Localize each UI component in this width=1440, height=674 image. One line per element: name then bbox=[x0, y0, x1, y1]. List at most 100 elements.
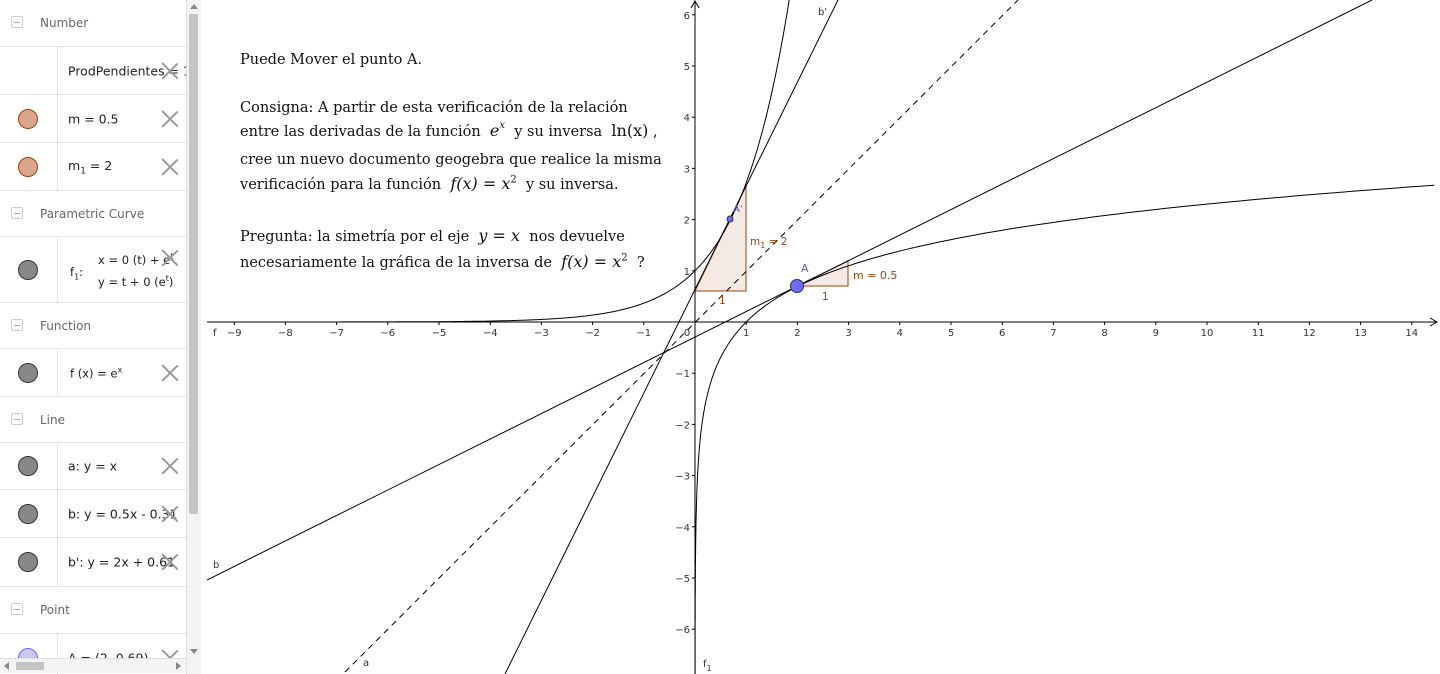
delete-icon[interactable] bbox=[161, 249, 179, 267]
algebra-item-m1[interactable]: m1 = 2 bbox=[0, 143, 186, 191]
delete-icon[interactable] bbox=[161, 364, 179, 382]
fx-text: f(x) = x bbox=[450, 174, 511, 193]
visibility-toggle[interactable] bbox=[18, 156, 38, 177]
algebra-item-m[interactable]: m = 0.5 bbox=[0, 95, 186, 143]
label-slope-m: m = 0.5 bbox=[853, 269, 897, 282]
algebra-item-a[interactable]: a: y = x bbox=[0, 443, 186, 490]
text-move-point: Puede Mover el punto A. bbox=[240, 52, 423, 68]
algebra-item-bprime[interactable]: b': y = 2x + 0.61 bbox=[0, 538, 186, 587]
exp-power: x bbox=[499, 119, 506, 131]
comma: , bbox=[652, 124, 658, 140]
f1-y-equation[interactable]: y = t + 0 (et) bbox=[98, 274, 173, 289]
algebra-item-f[interactable]: f (x) = ex bbox=[0, 349, 186, 397]
label-Aprime: A' bbox=[733, 204, 743, 215]
visibility-toggle[interactable] bbox=[18, 259, 38, 280]
scroll-left-icon[interactable] bbox=[4, 662, 9, 670]
delete-icon[interactable] bbox=[161, 457, 179, 475]
category-label: Number bbox=[40, 16, 89, 30]
item-expression[interactable]: f (x) = ex bbox=[70, 365, 122, 380]
collapse-parametric-toggle[interactable] bbox=[11, 206, 23, 219]
f1-y-text: y = t + 0 (e bbox=[98, 274, 166, 289]
delete-icon[interactable] bbox=[161, 62, 179, 80]
item-expression[interactable]: b': y = 2x + 0.61 bbox=[68, 554, 175, 570]
x-tick-label: 14 bbox=[1405, 328, 1418, 339]
x-tick-label: 11 bbox=[1252, 328, 1265, 339]
scroll-up-icon[interactable] bbox=[190, 4, 198, 9]
line-bprime[interactable] bbox=[504, 0, 839, 674]
x-tick-label: −8 bbox=[278, 328, 293, 339]
x-tick-label: 2 bbox=[794, 328, 800, 339]
horizontal-scrollbar[interactable] bbox=[0, 658, 186, 673]
x-tick-label: −6 bbox=[380, 328, 395, 339]
item-expression[interactable]: b: y = 0.5x - 0.31 bbox=[68, 506, 178, 521]
line-a[interactable] bbox=[344, 0, 1019, 673]
collapse-point-toggle[interactable] bbox=[11, 603, 23, 615]
category-parametric-curve: Parametric Curve bbox=[0, 191, 186, 237]
curve-f1-ln[interactable] bbox=[694, 184, 1435, 674]
point-A[interactable] bbox=[790, 279, 804, 293]
x-tick-label: 6 bbox=[999, 328, 1005, 339]
y-tick-label: 4 bbox=[684, 113, 690, 124]
delete-icon[interactable] bbox=[161, 505, 179, 523]
delete-icon[interactable] bbox=[161, 158, 179, 176]
delete-icon[interactable] bbox=[161, 553, 179, 571]
horizontal-scroll-thumb[interactable] bbox=[16, 662, 44, 670]
graph-canvas[interactable]: −9 −8 −7 −6 −5 −4 −3 −2 −1 0 1 2 3 4 5 6 7 8 9 10 11 12 13 14 6… bbox=[207, 0, 1440, 674]
collapse-number-toggle[interactable] bbox=[11, 16, 23, 28]
label-run-one-m1: 1 bbox=[719, 295, 726, 307]
point-Aprime[interactable] bbox=[726, 215, 734, 223]
delete-icon[interactable] bbox=[161, 110, 179, 128]
x-tick-label: −5 bbox=[432, 328, 447, 339]
f-expression-text: f (x) = e bbox=[70, 365, 118, 380]
f-expression-sup: x bbox=[117, 365, 123, 375]
text-consigna-line1: Consigna: A partir de esta verificación … bbox=[240, 100, 628, 116]
algebra-item-b[interactable]: b: y = 0.5x - 0.31 bbox=[0, 490, 186, 538]
x-tick-label: −2 bbox=[585, 328, 600, 339]
label-m1-value: = 2 bbox=[765, 236, 787, 248]
x-tick-label: −9 bbox=[227, 328, 242, 339]
algebra-item-prodpendientes[interactable]: ProdPendientes = 1 bbox=[0, 47, 186, 95]
visibility-toggle[interactable] bbox=[18, 456, 38, 476]
visibility-toggle[interactable] bbox=[18, 362, 38, 383]
y-tick-label: −3 bbox=[675, 472, 690, 483]
y-axis-arrow bbox=[690, 0, 700, 9]
item-expression[interactable]: m = 0.5 bbox=[68, 111, 119, 126]
label-m1-letter: m bbox=[750, 236, 760, 248]
algebra-item-f1[interactable]: f1: x = 0 (t) + e t y = t + 0 (et) bbox=[0, 237, 186, 303]
m1-subscript: 1 bbox=[80, 165, 86, 176]
graphics-view[interactable]: −9 −8 −7 −6 −5 −4 −3 −2 −1 0 1 2 3 4 5 6 7 8 9 10 11 12 13 14 6… bbox=[207, 0, 1440, 674]
y-tick-label: −2 bbox=[675, 420, 690, 431]
curve-f-exp[interactable] bbox=[208, 0, 795, 323]
collapse-line-toggle[interactable] bbox=[11, 412, 23, 425]
m1-name: m bbox=[68, 157, 81, 173]
collapse-function-toggle[interactable] bbox=[11, 318, 23, 331]
item-expression[interactable]: ProdPendientes = 1 bbox=[68, 63, 187, 78]
scroll-right-icon[interactable] bbox=[176, 662, 181, 670]
y-tick-label: −6 bbox=[675, 625, 690, 636]
visibility-toggle[interactable] bbox=[18, 503, 38, 524]
line-b[interactable] bbox=[207, 0, 1373, 581]
text-consigna-line2: entre las derivadas de la función ex y s… bbox=[240, 119, 658, 140]
label-f1-letter: f bbox=[703, 659, 707, 670]
scroll-down-icon[interactable] bbox=[190, 649, 198, 654]
item-marker-column bbox=[0, 490, 58, 537]
text-pregunta-line2: necesariamente la gráfica de la inversa … bbox=[240, 252, 645, 271]
consigna4-part2: y su inversa. bbox=[525, 177, 619, 193]
text-pregunta-line1: Pregunta: la simetría por el eje y = x n… bbox=[240, 226, 625, 245]
m1-value: = 2 bbox=[85, 157, 113, 173]
y-tick-label: −5 bbox=[675, 574, 690, 585]
item-expression[interactable]: a: y = x bbox=[68, 458, 118, 474]
y-tick-label: −4 bbox=[675, 523, 690, 534]
category-number: Number bbox=[0, 0, 186, 47]
y-tick-label: 2 bbox=[684, 216, 690, 227]
visibility-toggle[interactable] bbox=[18, 552, 38, 572]
vertical-scrollbar[interactable] bbox=[186, 0, 201, 674]
exp-e-x: ex bbox=[490, 119, 506, 140]
y-tick-label: 1 bbox=[684, 267, 690, 278]
vertical-scroll-thumb[interactable] bbox=[189, 14, 198, 514]
item-expression[interactable]: m1 = 2 bbox=[68, 157, 112, 176]
x-tick-label: −3 bbox=[534, 328, 549, 339]
visibility-toggle[interactable] bbox=[18, 108, 38, 129]
fx-square-2: 2 bbox=[621, 252, 628, 264]
item-marker-column bbox=[0, 538, 58, 586]
